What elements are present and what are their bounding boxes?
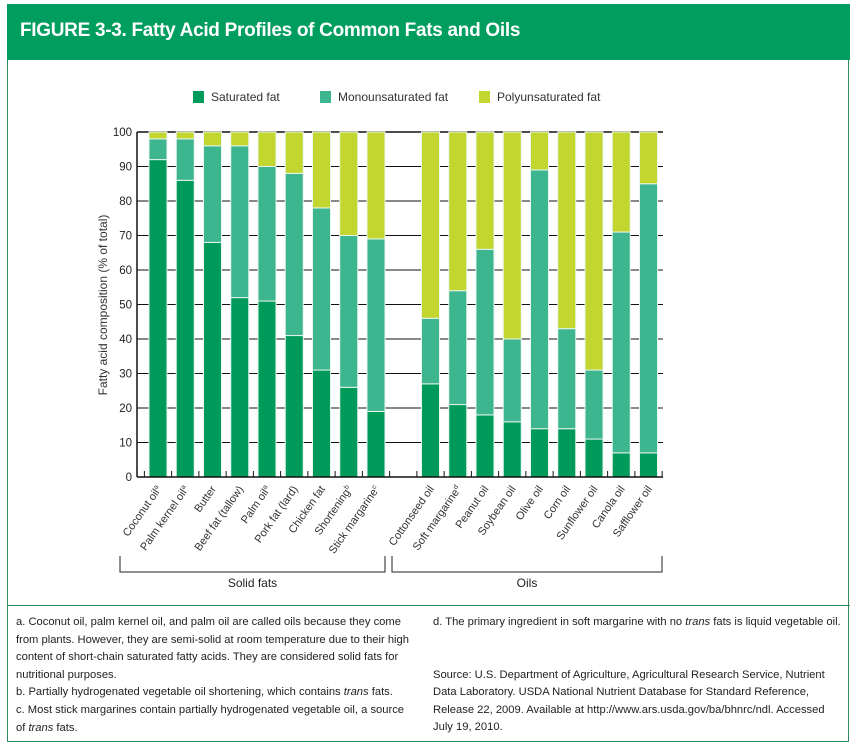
bar-segment	[557, 131, 577, 330]
bar-segment	[611, 131, 631, 233]
category-label: Olive oil	[514, 484, 546, 523]
bar-segment	[584, 369, 604, 440]
bar-segment	[475, 414, 495, 478]
source-note: Source: U.S. Department of Agriculture, …	[433, 668, 825, 734]
bar-segment	[148, 138, 168, 161]
footnote-b: b. Partially hydrogenated vegetable oil …	[16, 686, 393, 699]
stacked-bar-chart: Saturated fat Monounsaturated fat Polyunsa…	[96, 90, 663, 590]
y-tick-label: 80	[119, 196, 132, 208]
legend: Saturated fat Monounsaturated fat Polyunsa…	[193, 90, 601, 104]
legend-label: Polyunsaturated fat	[497, 90, 601, 104]
bar-segment	[639, 183, 658, 454]
group-label: Oils	[517, 576, 538, 590]
bar-segment	[230, 131, 250, 147]
bar-segment	[366, 131, 386, 240]
category-label: Stick margarinec	[327, 483, 383, 556]
bar-segment	[175, 131, 195, 140]
footnotes-right: d. The primary ingredient in soft margar…	[433, 614, 843, 737]
legend-label: Saturated fat	[211, 90, 280, 104]
bar-segment	[421, 131, 440, 319]
footnote-c: c. Most stick margarines contain partial…	[16, 703, 405, 734]
bar-segment	[339, 235, 359, 388]
bar-segment	[502, 131, 522, 340]
bar-segment	[339, 131, 359, 236]
bar-segment	[639, 452, 658, 478]
figure-title: FIGURE 3-3. Fatty Acid Profiles of Commo…	[20, 20, 521, 41]
bar-segment	[448, 404, 468, 478]
bar-segment	[148, 159, 168, 478]
legend-swatch	[193, 91, 204, 103]
group-bracket	[119, 556, 386, 573]
bar-segment	[557, 428, 577, 478]
bar-segment	[557, 328, 577, 430]
y-tick-label: 0	[126, 472, 132, 484]
y-axis-title: Fatty acid composition (% of total)	[96, 215, 110, 396]
bar-segment	[448, 131, 468, 292]
group-brackets: Solid fats Oils	[119, 556, 663, 590]
bar-segment	[611, 452, 631, 478]
bar-segment	[475, 248, 495, 416]
y-tick-label: 10	[119, 438, 132, 450]
bar-segment	[203, 145, 222, 243]
footnote-d: d. The primary ingredient in soft margar…	[433, 616, 841, 628]
bar-segment	[284, 172, 304, 337]
y-tick-label: 50	[119, 300, 132, 312]
y-tick-label: 70	[119, 231, 132, 243]
bar-segment	[421, 317, 440, 385]
bar-segment	[284, 131, 304, 174]
bar-segment	[257, 166, 277, 302]
y-tick-label: 100	[113, 127, 132, 139]
bar-segment	[421, 383, 440, 478]
y-tick-label: 90	[119, 162, 132, 174]
bar-segment	[339, 386, 359, 478]
bar-segment	[148, 131, 168, 140]
bar-segment	[230, 297, 250, 478]
bar-segment	[584, 131, 604, 371]
group-bracket	[391, 556, 663, 573]
bar-segment	[366, 238, 386, 412]
y-tick-label: 20	[119, 403, 132, 415]
bar-segment	[257, 131, 277, 167]
bar-segment	[203, 241, 222, 478]
bar-segment	[312, 369, 331, 478]
bar-segment	[639, 131, 658, 185]
bar-segment	[584, 438, 604, 478]
bar-segment	[530, 169, 549, 430]
legend-swatch	[479, 91, 490, 103]
bar-segment	[502, 421, 522, 478]
bar-segment	[312, 207, 331, 371]
bar-segment	[175, 179, 195, 478]
bar-segment	[530, 131, 549, 171]
bar-segment	[257, 300, 277, 478]
category-label: Butter	[192, 484, 219, 515]
bar-segment	[284, 335, 304, 478]
figure-header: FIGURE 3-3. Fatty Acid Profiles of Commo…	[7, 4, 850, 60]
bar-segment	[611, 231, 631, 454]
footnote-divider	[7, 605, 850, 606]
bar-segment	[502, 338, 522, 423]
bar-segment	[175, 138, 195, 181]
bar-segment	[448, 290, 468, 406]
bar-segment	[230, 145, 250, 299]
bar-segment	[366, 410, 386, 478]
bar-segment	[475, 131, 495, 250]
y-tick-label: 40	[119, 334, 132, 346]
footnote-a: a. Coconut oil, palm kernel oil, and pal…	[16, 616, 409, 681]
y-tick-label: 60	[119, 265, 132, 277]
legend-swatch	[320, 91, 331, 103]
group-label: Solid fats	[228, 576, 277, 590]
bar-segment	[530, 428, 549, 478]
footnotes-left: a. Coconut oil, palm kernel oil, and pal…	[16, 614, 416, 737]
bars	[148, 131, 658, 478]
legend-label: Monounsaturated fat	[338, 90, 449, 104]
axes: 0 10 20 30 40 50 60 70 80 90 100	[113, 127, 663, 484]
y-tick-label: 30	[119, 369, 132, 381]
bar-segment	[203, 131, 222, 147]
bar-segment	[312, 131, 331, 209]
